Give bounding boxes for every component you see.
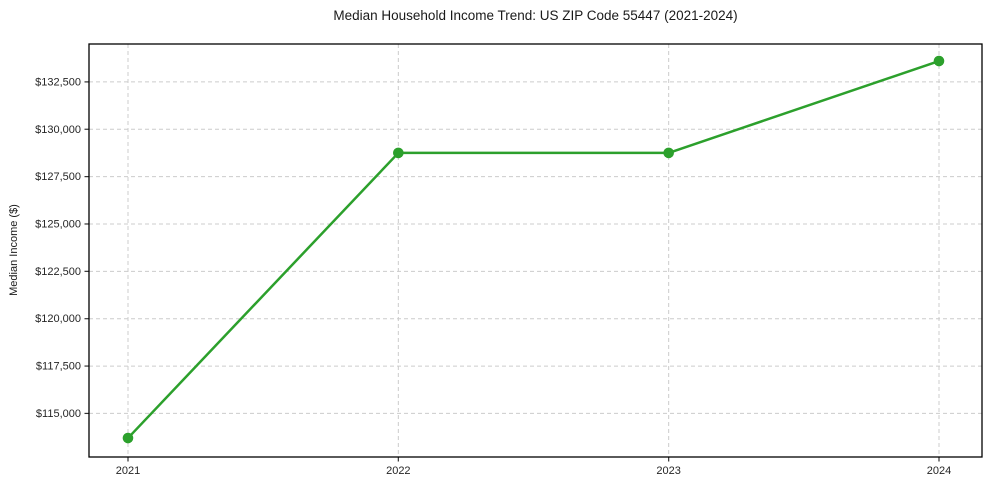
x-tick-label: 2022 xyxy=(386,465,410,477)
x-tick-label: 2024 xyxy=(927,465,951,477)
data-point-marker xyxy=(663,147,674,159)
y-tick-label: $120,000 xyxy=(35,313,81,325)
plot-border xyxy=(88,43,983,458)
y-tick-label: $117,500 xyxy=(36,361,81,373)
x-tick-label: 2023 xyxy=(656,465,680,477)
data-point-marker xyxy=(393,147,404,159)
data-point-marker xyxy=(122,432,134,444)
trend-line xyxy=(126,59,941,440)
data-point-marker xyxy=(933,55,945,67)
x-tick-label: 2021 xyxy=(116,465,140,477)
y-tick-label: $130,000 xyxy=(35,124,81,136)
y-tick-label: $125,000 xyxy=(35,218,81,230)
y-tick-label: $115,000 xyxy=(36,408,81,420)
y-tick-label: $127,500 xyxy=(35,171,81,183)
y-tick-label: $122,500 xyxy=(35,266,81,278)
y-tick-label: $132,500 xyxy=(35,76,81,88)
chart-title: Median Household Income Trend: US ZIP Co… xyxy=(333,8,738,23)
